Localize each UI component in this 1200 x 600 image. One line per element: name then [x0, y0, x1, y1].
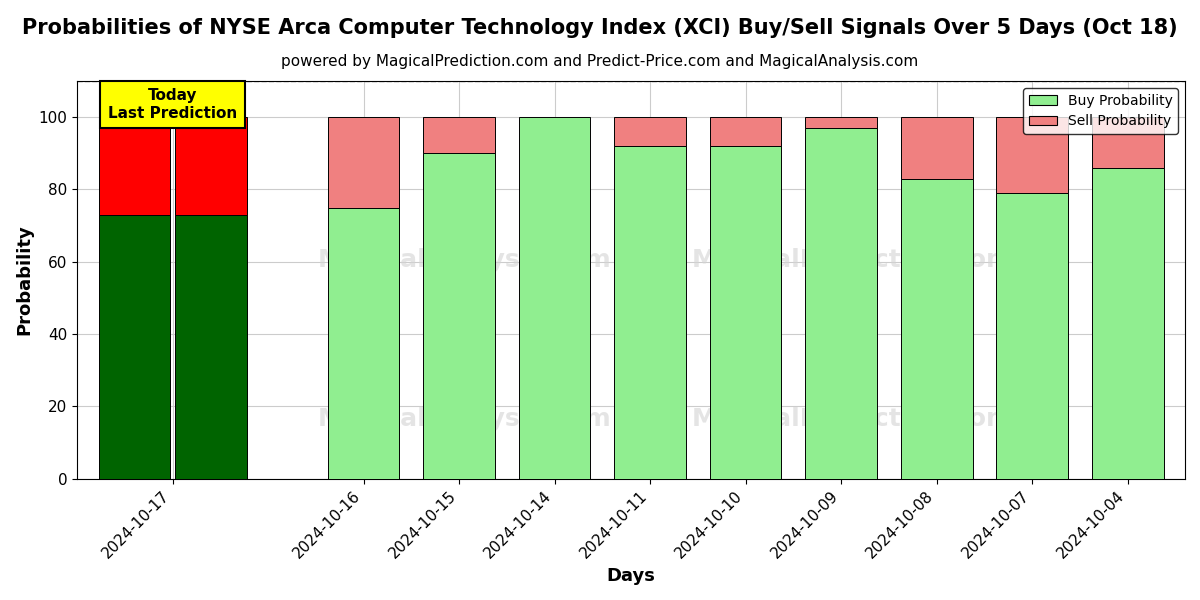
Bar: [328, 117, 400, 208]
Bar: [614, 146, 686, 479]
Bar: [901, 179, 972, 479]
Bar: [98, 215, 170, 479]
Bar: [424, 154, 494, 479]
Bar: [996, 193, 1068, 479]
Bar: [328, 208, 400, 479]
Bar: [710, 117, 781, 146]
Y-axis label: Probability: Probability: [14, 224, 32, 335]
Text: Probabilities of NYSE Arca Computer Technology Index (XCI) Buy/Sell Signals Over: Probabilities of NYSE Arca Computer Tech…: [22, 18, 1178, 38]
Bar: [1092, 117, 1164, 168]
Bar: [518, 117, 590, 479]
Bar: [424, 117, 494, 154]
X-axis label: Days: Days: [607, 567, 655, 585]
Text: MagicalPrediction.com: MagicalPrediction.com: [692, 407, 1013, 431]
Text: powered by MagicalPrediction.com and Predict-Price.com and MagicalAnalysis.com: powered by MagicalPrediction.com and Pre…: [281, 54, 919, 69]
Text: MagicalAnalysis.com: MagicalAnalysis.com: [318, 407, 612, 431]
Legend: Buy Probability, Sell Probability: Buy Probability, Sell Probability: [1024, 88, 1178, 134]
Bar: [710, 146, 781, 479]
Text: MagicalAnalysis.com: MagicalAnalysis.com: [318, 248, 612, 272]
Bar: [614, 117, 686, 146]
Bar: [98, 117, 170, 215]
Text: MagicalPrediction.com: MagicalPrediction.com: [692, 248, 1013, 272]
Bar: [175, 215, 247, 479]
Bar: [805, 117, 877, 128]
Bar: [901, 117, 972, 179]
Bar: [805, 128, 877, 479]
Bar: [175, 117, 247, 215]
Text: Today
Last Prediction: Today Last Prediction: [108, 88, 238, 121]
Bar: [1092, 168, 1164, 479]
Bar: [996, 117, 1068, 193]
